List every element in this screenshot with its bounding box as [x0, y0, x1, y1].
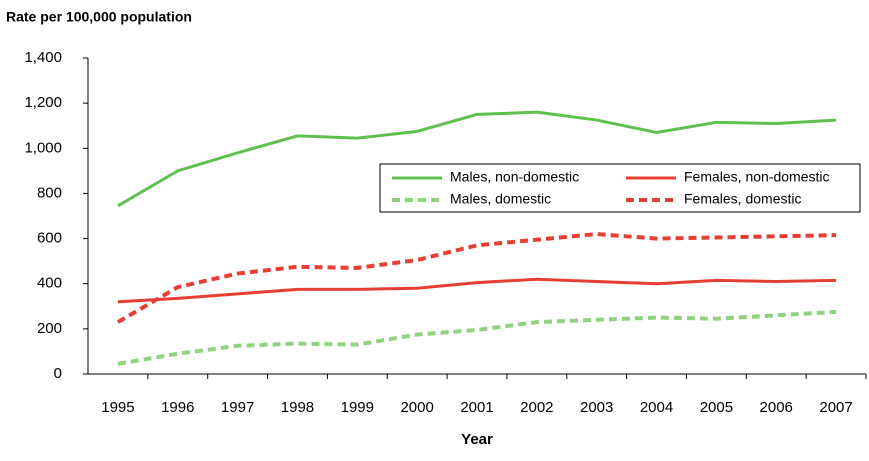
y-tick-label: 600: [37, 230, 62, 247]
y-tick-label: 200: [37, 320, 62, 337]
x-tick-label: 1997: [221, 399, 254, 416]
y-tick-label: 400: [37, 275, 62, 292]
x-tick-label: 2006: [760, 399, 793, 416]
line-series: [117, 309, 837, 366]
legend-label: Males, non-domestic: [450, 169, 579, 185]
y-tick-label: 0: [54, 365, 62, 382]
x-tick-label: 2004: [640, 399, 673, 416]
x-axis-title: Year: [461, 431, 493, 448]
x-tick-label: 2005: [700, 399, 733, 416]
x-tick-label: 1998: [281, 399, 314, 416]
x-tick-label: 2003: [580, 399, 613, 416]
x-tick-label: 1996: [161, 399, 194, 416]
x-tick-label: 2000: [400, 399, 433, 416]
line-series: [117, 110, 837, 208]
y-tick-label: 1,200: [24, 94, 62, 111]
x-tick-label: 1995: [101, 399, 134, 416]
x-tick-label: 2001: [460, 399, 493, 416]
legend: [379, 163, 861, 213]
legend-label: Females, non-domestic: [684, 169, 830, 185]
line-series: [116, 232, 837, 324]
legend-label: Females, domestic: [684, 191, 801, 207]
legend-label: Males, domestic: [450, 191, 551, 207]
line-series: [117, 277, 837, 304]
chart-title: Rate per 100,000 population: [6, 9, 192, 25]
x-tick-label: 2002: [520, 399, 553, 416]
y-tick-label: 800: [37, 184, 62, 201]
y-tick-label: 1,000: [24, 139, 62, 156]
y-tick-label: 1,400: [24, 49, 62, 66]
x-tick-label: 2007: [819, 399, 852, 416]
x-tick-label: 1999: [341, 399, 374, 416]
